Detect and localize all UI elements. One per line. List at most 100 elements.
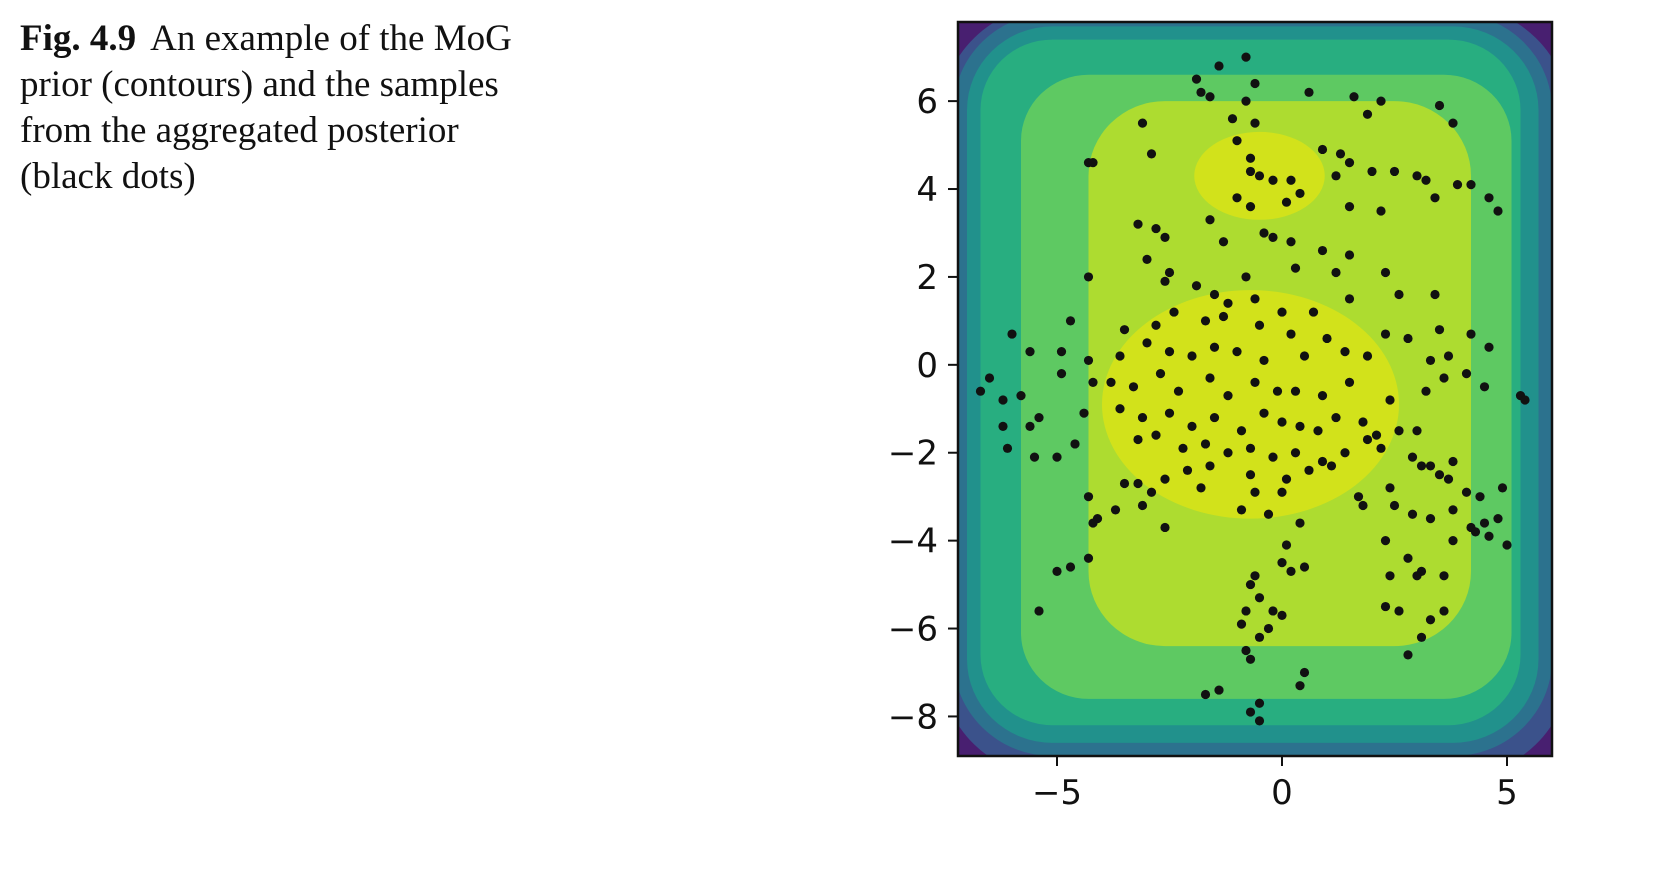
sample-point	[1115, 404, 1125, 414]
sample-point	[1133, 434, 1143, 445]
y-tick-label: −8	[888, 697, 938, 737]
sample-point	[1065, 316, 1076, 326]
sample-point	[1002, 443, 1013, 453]
sample-point	[1137, 412, 1148, 423]
sample-point	[1164, 347, 1175, 357]
sample-point	[1214, 685, 1224, 695]
sample-point	[1376, 443, 1386, 453]
sample-point	[1286, 175, 1296, 185]
sample-point	[1236, 505, 1247, 515]
sample-point	[1277, 558, 1287, 568]
sample-point	[1052, 452, 1062, 462]
y-tick-label: 2	[916, 258, 938, 298]
sample-point	[1371, 430, 1382, 440]
sample-point	[1362, 351, 1373, 361]
sample-point	[1317, 390, 1328, 401]
sample-point	[1034, 606, 1044, 616]
sample-point	[1326, 461, 1337, 471]
sample-point	[1029, 452, 1040, 462]
sample-point	[1295, 681, 1305, 691]
sample-point	[1083, 355, 1094, 366]
sample-point	[1385, 571, 1395, 581]
sample-point	[1281, 540, 1292, 550]
sample-point	[1205, 92, 1215, 102]
sample-point	[1241, 96, 1251, 106]
sample-point	[1142, 338, 1152, 348]
sample-point	[1331, 267, 1341, 278]
sample-point	[1322, 333, 1332, 344]
sample-point	[1245, 579, 1256, 590]
sample-point	[1286, 237, 1296, 247]
sample-point	[1389, 500, 1400, 511]
figure-label: Fig. 4.9	[20, 18, 137, 59]
sample-point	[1259, 408, 1269, 418]
sample-point	[1205, 461, 1215, 471]
axis-ticks: −5 0 5 −8 −6 −4 −2 0 2 4 6	[888, 82, 1518, 813]
sample-point	[1299, 562, 1310, 572]
sample-point	[1142, 254, 1152, 264]
sample-point	[1299, 667, 1310, 678]
y-tick-label: 6	[916, 82, 938, 122]
sample-point	[1254, 698, 1265, 708]
sample-point	[1335, 149, 1346, 159]
sample-point	[1421, 386, 1431, 396]
sample-point	[1344, 250, 1355, 260]
sample-point	[1025, 421, 1035, 431]
sample-point	[1407, 509, 1418, 519]
sample-point	[1250, 78, 1260, 89]
sample-point	[1479, 518, 1490, 528]
sample-point	[1164, 408, 1175, 418]
sample-point	[1461, 487, 1472, 497]
sample-point	[1241, 645, 1251, 656]
sample-point	[1083, 492, 1094, 502]
sample-point	[1317, 245, 1328, 256]
sample-point	[1200, 439, 1211, 449]
sample-point	[1362, 109, 1373, 119]
sample-point	[1286, 329, 1296, 339]
sample-point	[1268, 232, 1278, 242]
sample-point	[1380, 329, 1391, 339]
sample-point	[1241, 272, 1251, 282]
sample-point	[1083, 272, 1094, 282]
sample-point	[1520, 395, 1530, 405]
sample-point	[1344, 294, 1355, 304]
sample-point	[1340, 448, 1350, 458]
sample-point	[1403, 333, 1413, 344]
sample-point	[1416, 632, 1427, 642]
sample-point	[1308, 307, 1319, 317]
sample-point	[1268, 175, 1278, 185]
sample-point	[1218, 237, 1229, 247]
sample-point	[1160, 522, 1170, 533]
sample-point	[1466, 329, 1476, 339]
sample-point	[1340, 347, 1350, 357]
sample-point	[1479, 382, 1490, 392]
sample-point	[998, 421, 1008, 431]
sample-point	[1254, 320, 1265, 330]
sample-point	[1236, 619, 1247, 629]
sample-point	[1484, 531, 1494, 541]
sample-point	[1443, 351, 1454, 361]
sample-point	[975, 386, 986, 396]
sample-point	[1286, 566, 1296, 577]
sample-point	[1470, 527, 1481, 537]
sample-point	[1394, 289, 1404, 300]
sample-point	[1245, 470, 1256, 480]
sample-point	[1146, 487, 1157, 497]
sample-point	[1232, 347, 1242, 357]
sample-point	[1250, 487, 1260, 497]
sample-point	[1434, 470, 1445, 480]
x-tick-label: 5	[1496, 773, 1518, 813]
sample-point	[1493, 514, 1503, 524]
sample-point	[1232, 193, 1242, 203]
sample-point	[1349, 92, 1359, 102]
sample-point	[1241, 606, 1251, 616]
sample-point	[1106, 377, 1116, 388]
sample-point	[984, 373, 995, 383]
sample-point	[1295, 421, 1305, 431]
sample-point	[1394, 606, 1404, 616]
x-tick-label: 0	[1271, 773, 1293, 813]
sample-point	[1088, 518, 1098, 528]
y-tick-label: 4	[916, 170, 938, 210]
sample-point	[1137, 118, 1148, 128]
sample-point	[1385, 483, 1395, 493]
